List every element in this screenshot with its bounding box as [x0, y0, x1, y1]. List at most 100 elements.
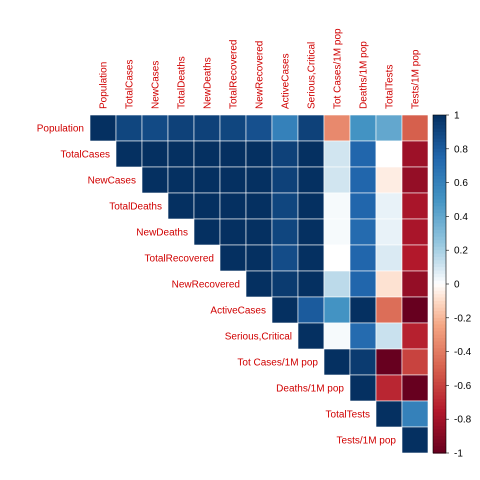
colorbar-segment: [433, 405, 446, 410]
colorbar-segment: [433, 196, 446, 201]
colorbar-tick-label: 0.2: [454, 246, 468, 257]
cell-serious-critical-deaths-1m-pop: [349, 322, 377, 350]
colorbar-segment: [433, 192, 446, 197]
colorbar-segment: [433, 321, 446, 326]
colorbar-segment: [433, 256, 446, 261]
row-label-newcases: NewCases: [88, 176, 136, 187]
colorbar-segment: [433, 165, 446, 170]
cell-tot-cases-1m-pop-deaths-1m-pop: [349, 348, 377, 376]
cell-totalcases-totalrecovered: [219, 140, 247, 168]
row-label-totaldeaths: TotalDeaths: [109, 202, 162, 213]
colorbar-segment: [433, 209, 446, 214]
colorbar-segment: [433, 267, 446, 272]
cell-population-totalrecovered: [219, 114, 247, 142]
colorbar-segment: [433, 175, 446, 180]
cell-tot-cases-1m-pop-tot-cases-1m-pop: [323, 348, 351, 376]
cell-totalcases-serious-critical: [297, 140, 325, 168]
column-label-totaldeaths: TotalDeaths: [177, 56, 188, 109]
cell-activecases-tests-1m-pop: [401, 296, 429, 324]
cell-population-totaltests: [375, 114, 403, 142]
colorbar-segment: [433, 395, 446, 400]
cell-population-population: [89, 114, 117, 142]
colorbar-segment: [433, 253, 446, 258]
colorbar-segment: [433, 382, 446, 386]
colorbar-tick-label: -0.2: [454, 313, 472, 324]
cell-totaldeaths-serious-critical: [297, 192, 325, 220]
colorbar-segment: [433, 300, 446, 305]
colorbar-segment: [433, 439, 446, 444]
row-label-activecases: ActiveCases: [210, 306, 266, 317]
cell-serious-critical-totaltests: [375, 322, 403, 350]
colorbar-segment: [433, 250, 446, 255]
cell-totaltests-tests-1m-pop: [401, 400, 429, 428]
colorbar-segment: [433, 226, 446, 231]
cell-newdeaths-totalrecovered: [219, 218, 247, 246]
cell-newrecovered-tot-cases-1m-pop: [323, 270, 351, 298]
cell-totaltests-totaltests: [375, 400, 403, 428]
cell-newdeaths-tot-cases-1m-pop: [323, 218, 351, 246]
colorbar-segment: [433, 341, 446, 346]
cell-population-deaths-1m-pop: [349, 114, 377, 142]
colorbar-segment: [433, 432, 446, 437]
colorbar-segment: [433, 327, 446, 332]
cell-deaths-1m-pop-tests-1m-pop: [401, 374, 429, 402]
colorbar-segment: [433, 324, 446, 329]
colorbar-segment: [433, 338, 446, 343]
colorbar-segment: [433, 436, 446, 441]
colorbar-segment: [433, 280, 446, 285]
colorbar-segment: [433, 375, 446, 380]
colorbar-segment: [433, 233, 446, 238]
cell-deaths-1m-pop-totaltests: [375, 374, 403, 402]
colorbar-segment: [433, 273, 446, 278]
colorbar-segment: [433, 398, 446, 403]
colorbar-segment: [433, 182, 446, 187]
colorbar-tick-label: 0.8: [454, 144, 468, 155]
cell-totalrecovered-totalrecovered: [219, 244, 247, 272]
column-label-population: Population: [99, 62, 110, 109]
colorbar-segment: [433, 148, 446, 153]
cell-serious-critical-tests-1m-pop: [401, 322, 429, 350]
colorbar-segment: [433, 213, 446, 217]
column-label-deaths-1m-pop: Deaths/1M pop: [359, 41, 370, 109]
cell-deaths-1m-pop-deaths-1m-pop: [349, 374, 377, 402]
row-label-totaltests: TotalTests: [326, 410, 370, 421]
colorbar-segment: [433, 419, 446, 424]
cell-newdeaths-tests-1m-pop: [401, 218, 429, 246]
row-label-tests-1m-pop: Tests/1M pop: [337, 436, 397, 447]
colorbar-segment: [433, 121, 446, 126]
cell-totaldeaths-deaths-1m-pop: [349, 192, 377, 220]
colorbar-segment: [433, 354, 446, 359]
colorbar-segment: [433, 378, 446, 383]
row-label-deaths-1m-pop: Deaths/1M pop: [276, 384, 344, 395]
colorbar-segment: [433, 216, 446, 221]
cell-totalrecovered-totaltests: [375, 244, 403, 272]
colorbar-segment: [433, 331, 446, 336]
colorbar-segment: [433, 446, 446, 451]
cell-totaldeaths-totalrecovered: [219, 192, 247, 220]
row-label-newrecovered: NewRecovered: [172, 280, 240, 291]
cell-totalcases-totaldeaths: [167, 140, 195, 168]
colorbar-segment: [433, 442, 446, 447]
cell-totalcases-newrecovered: [245, 140, 273, 168]
column-label-newdeaths: NewDeaths: [203, 57, 214, 109]
colorbar-segment: [433, 118, 446, 123]
colorbar-segment: [433, 294, 446, 299]
cell-totalcases-deaths-1m-pop: [349, 140, 377, 168]
colorbar-segment: [433, 287, 446, 292]
colorbar-segment: [433, 304, 446, 309]
colorbar-segment: [433, 311, 446, 316]
colorbar: 1 0.8 0.6 0.4 0.2 0 -0.2 -0.4 -0.6 -0.8 -1: [432, 111, 472, 460]
colorbar-segment: [433, 172, 446, 177]
cell-newrecovered-newrecovered: [245, 270, 273, 298]
row-label-totalrecovered: TotalRecovered: [145, 254, 214, 265]
cell-population-tot-cases-1m-pop: [323, 114, 351, 142]
colorbar-tick-label: -0.4: [454, 347, 472, 358]
cell-population-totaldeaths: [167, 114, 195, 142]
colorbar-segment: [433, 422, 446, 427]
cell-activecases-deaths-1m-pop: [349, 296, 377, 324]
column-label-activecases: ActiveCases: [281, 53, 292, 109]
cell-totalrecovered-deaths-1m-pop: [349, 244, 377, 272]
colorbar-segment: [433, 425, 446, 430]
cell-population-serious-critical: [297, 114, 325, 142]
